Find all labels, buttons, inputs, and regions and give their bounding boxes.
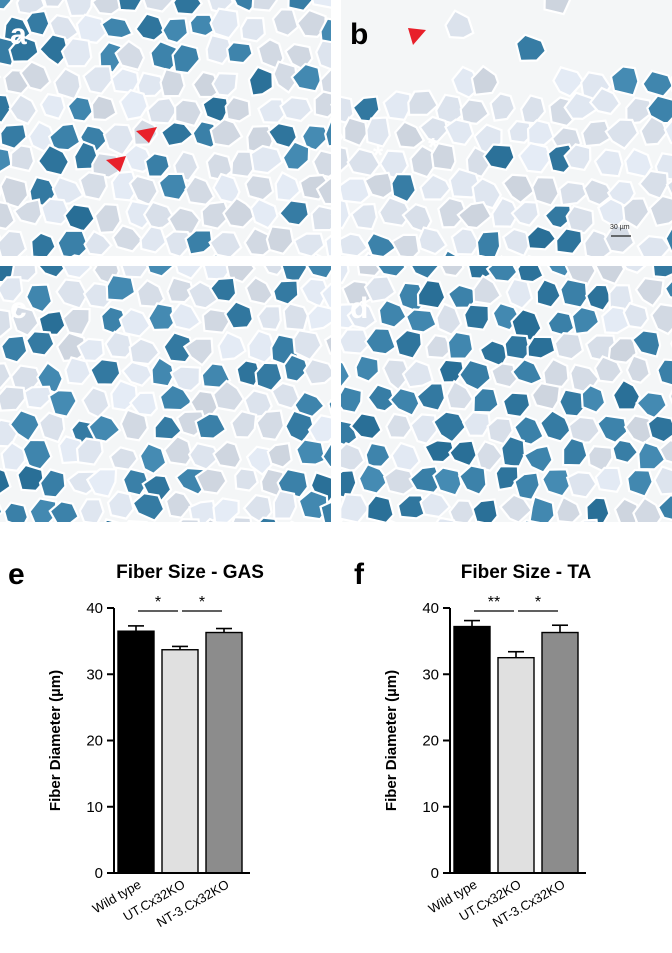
y-tick-label: 30 [422, 666, 439, 683]
bar-ut-cx32ko [162, 650, 198, 873]
bar-nt-3-cx32ko [542, 633, 578, 873]
micrograph-annotations [0, 0, 672, 522]
y-tick-label: 30 [86, 666, 103, 683]
y-tick-label: 10 [422, 799, 439, 816]
arrowhead-marker [106, 156, 126, 172]
y-axis-label: Fiber Diameter (µm) [383, 670, 400, 811]
y-tick-label: 10 [86, 799, 103, 816]
significance-label: ** [488, 594, 500, 611]
y-tick-label: 0 [431, 865, 439, 882]
significance-label: * [155, 594, 161, 611]
scale-bar-label: 30 µm [610, 224, 630, 231]
y-tick-label: 0 [95, 865, 103, 882]
y-tick-label: 20 [86, 733, 103, 750]
arrowhead-marker [408, 28, 426, 45]
chart-e: Fiber Size - GAS Fiber Diameter (µm) 0 10 20… [0, 548, 336, 948]
chart-f: Fiber Size - TA Fiber Diameter (µm) 0 10 20 3… [336, 548, 672, 948]
y-tick-label: 40 [422, 600, 439, 617]
bar-wild-type [118, 631, 154, 873]
chart-f-svg: Fiber Size - TA Fiber Diameter (µm) 0 10 20 3… [336, 548, 672, 948]
significance-label: * [535, 594, 541, 611]
chart-e-svg: Fiber Size - GAS Fiber Diameter (µm) 0 10 20… [0, 548, 336, 948]
chart-title: Fiber Size - GAS [116, 562, 264, 583]
y-tick-label: 40 [86, 600, 103, 617]
bar-wild-type [454, 627, 490, 873]
arrowhead-marker [136, 127, 157, 143]
y-tick-label: 20 [422, 733, 439, 750]
chart-title: Fiber Size - TA [461, 562, 592, 583]
significance-label: * [199, 594, 205, 611]
asterisk-marker-left: * [373, 140, 383, 171]
asterisk-marker-right: * [428, 132, 438, 163]
bar-nt-3-cx32ko [206, 633, 242, 873]
y-axis-label: Fiber Diameter (µm) [47, 670, 64, 811]
bar-ut-cx32ko [498, 658, 534, 873]
